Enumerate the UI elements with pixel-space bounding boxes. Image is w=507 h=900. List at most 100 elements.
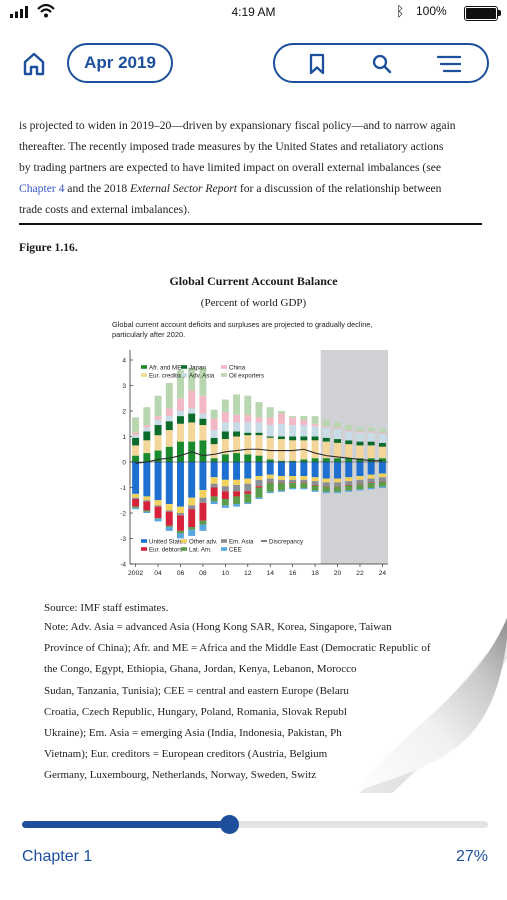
bar-segment bbox=[221, 399, 229, 413]
bar-segment bbox=[277, 482, 285, 483]
legend-swatch bbox=[141, 365, 147, 369]
bar-segment bbox=[334, 482, 341, 487]
bar-segment bbox=[165, 446, 173, 462]
bar-segment bbox=[345, 425, 353, 431]
reader-tools bbox=[273, 43, 489, 83]
bar-segment bbox=[143, 431, 151, 441]
bar-segment bbox=[311, 436, 319, 441]
caption-line: particularly after 2020. bbox=[112, 330, 186, 339]
bar-segment bbox=[277, 436, 285, 440]
note-line: Germany, Luxembourg, Netherlands, Norway… bbox=[44, 769, 317, 782]
bar-segment bbox=[311, 416, 319, 424]
bar-segment bbox=[334, 442, 341, 459]
bar-segment bbox=[188, 413, 196, 423]
bar-segment bbox=[378, 462, 386, 474]
bar-segment bbox=[300, 416, 308, 420]
bar-segment bbox=[300, 482, 308, 489]
bar-segment bbox=[221, 454, 229, 462]
bar-segment bbox=[177, 515, 184, 531]
bar-segment bbox=[277, 413, 285, 424]
bar-segment bbox=[210, 430, 218, 438]
legend-label: Em. Asia bbox=[229, 538, 254, 545]
bar-segment bbox=[345, 462, 353, 478]
bar-segment bbox=[367, 478, 375, 483]
bar-segment bbox=[210, 437, 218, 445]
x-tick-label: 20 bbox=[334, 570, 342, 577]
bar-segment bbox=[356, 445, 364, 459]
bar-segment bbox=[132, 455, 140, 462]
bar-segment bbox=[143, 407, 151, 426]
bar-segment bbox=[356, 484, 364, 490]
bar-segment bbox=[154, 419, 162, 426]
bookmark-icon[interactable] bbox=[305, 52, 329, 76]
issue-date-label: Apr 2019 bbox=[84, 53, 156, 72]
chapter-4-link[interactable]: Chapter 4 bbox=[19, 182, 65, 195]
bar-segment bbox=[356, 431, 364, 433]
bar-segment bbox=[289, 482, 297, 483]
bar-segment bbox=[300, 479, 308, 483]
bar-segment bbox=[165, 430, 173, 447]
bar-segment bbox=[356, 479, 364, 484]
bar-segment bbox=[210, 501, 218, 505]
bar-segment bbox=[143, 453, 151, 462]
search-icon[interactable] bbox=[370, 52, 394, 76]
progress-track[interactable] bbox=[22, 821, 488, 828]
bar-segment bbox=[277, 462, 285, 477]
bar-segment bbox=[233, 436, 241, 454]
bar-segment bbox=[199, 520, 207, 525]
bar-segment bbox=[143, 425, 151, 428]
bar-segment bbox=[367, 488, 375, 490]
bar-segment bbox=[378, 486, 386, 489]
bar-segment bbox=[199, 418, 207, 426]
bar-segment bbox=[188, 408, 196, 414]
bar-segment bbox=[244, 432, 252, 436]
bar-segment bbox=[345, 477, 353, 482]
bar-segment bbox=[143, 500, 151, 502]
chapter-label[interactable]: Chapter 1 bbox=[22, 848, 93, 865]
bar-segment bbox=[266, 482, 274, 483]
bar-segment bbox=[345, 490, 353, 492]
bar-segment bbox=[300, 482, 308, 483]
note-line: Vietnam); Eur. creditors = European cred… bbox=[44, 748, 328, 761]
bar-segment bbox=[255, 487, 263, 498]
y-tick-label: -3 bbox=[120, 536, 126, 543]
bar-segment bbox=[165, 511, 173, 526]
bar-segment bbox=[210, 477, 218, 484]
bar-segment bbox=[132, 507, 140, 510]
bar-segment bbox=[244, 502, 252, 505]
bar-segment bbox=[367, 432, 375, 442]
body-paragraph: is projected to widen in 2019–20—driven … bbox=[19, 115, 484, 220]
bar-segment bbox=[132, 506, 140, 508]
bar-segment bbox=[177, 398, 184, 411]
page-curl[interactable] bbox=[352, 618, 507, 793]
bar-segment bbox=[233, 504, 241, 507]
bar-segment bbox=[221, 439, 229, 455]
home-button[interactable] bbox=[14, 44, 54, 84]
report-title: External Sector Report bbox=[130, 182, 237, 195]
bar-segment bbox=[244, 483, 252, 492]
legend-label: China bbox=[229, 364, 246, 371]
section-divider bbox=[19, 223, 482, 225]
progress-handle[interactable] bbox=[219, 815, 239, 834]
bar-segment bbox=[233, 422, 241, 432]
bar-segment bbox=[289, 425, 297, 437]
bar-segment bbox=[154, 500, 162, 506]
paragraph-text: and the 2018 bbox=[64, 182, 131, 195]
bar-segment bbox=[177, 411, 184, 417]
bar-segment bbox=[165, 510, 173, 512]
bar-segment bbox=[233, 394, 241, 415]
bar-segment bbox=[378, 433, 386, 443]
bar-segment bbox=[132, 462, 140, 494]
legend-label: Eur. creditors bbox=[149, 372, 185, 379]
bar-segment bbox=[210, 444, 218, 459]
bar-segment bbox=[143, 511, 151, 513]
bar-segment bbox=[188, 509, 196, 528]
note-line: Ukraine); Em. Asia = emerging Asia (Indi… bbox=[44, 727, 342, 740]
bar-segment bbox=[244, 462, 252, 479]
menu-icon[interactable] bbox=[436, 52, 462, 76]
bar-segment bbox=[210, 487, 218, 497]
issue-date-button[interactable]: Apr 2019 bbox=[67, 43, 173, 83]
bar-segment bbox=[221, 491, 229, 499]
bar-segment bbox=[177, 530, 184, 534]
